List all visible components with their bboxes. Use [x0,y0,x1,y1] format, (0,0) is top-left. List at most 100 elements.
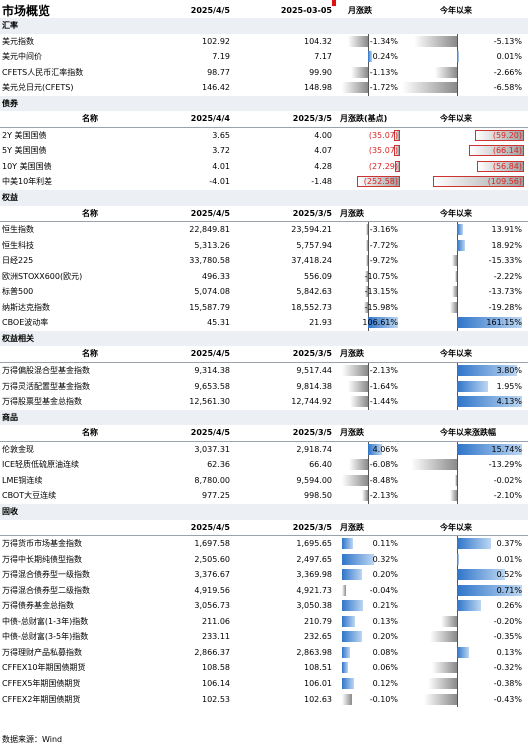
bar-mark [456,584,522,596]
bar-cell: -0.32% [402,660,524,676]
row-name: CBOE波动率 [2,318,49,328]
value-date-2: 1,695.65 [296,539,332,549]
table-row: ICE轻质低硫原油连续 62.36 66.40 -6.08% -13.29% [0,457,528,473]
table-row: 10Y 美国国债 4.01 4.28 (27.29) (56.84) [0,159,528,175]
value-date-1: 106.14 [202,678,230,688]
bar-cell: -6.58% [402,80,524,96]
bar-value: -0.32% [493,663,522,673]
bar-mark [364,286,369,298]
bar-cell: (66.14) [402,143,524,159]
bar-value: -2.22% [493,271,522,281]
section-title: 权益相关 [2,333,34,343]
bar-mark [342,474,369,486]
table-row: 美元中间价 7.19 7.17 0.24% 0.01% [0,49,528,65]
zero-axis [456,613,458,630]
bar-value: -15.98% [364,302,398,312]
bar-cell: (56.84) [402,159,524,175]
table-row: 万得混合债券型一级指数 3,376.67 3,369.98 0.20% 0.52% [0,567,528,583]
bar-cell: 4.06% [342,441,400,458]
col-month: 月涨跌 [340,349,364,359]
bar-cell: -2.22% [402,268,524,285]
bar-value: 15.74% [491,444,522,454]
table-row: 伦敦金现 3,037.31 2,918.74 4.06% 15.74% [0,441,528,458]
row-name: 恒生科技 [2,240,34,250]
bar-value: 0.26% [496,601,522,611]
table-row: CFFEX2年期国债期货 102.53 102.63 -0.10% -0.43% [0,691,528,708]
col-ytd: 今年以来 [440,349,472,359]
bar-mark [368,317,398,329]
bar-cell: (35.07) [342,143,400,159]
bar-value: -2.13% [369,491,398,501]
col-name [60,520,120,536]
table-row: CFFEX5年期国债期货 106.14 106.01 0.12% -0.38% [0,675,528,692]
bar-mark [456,396,522,408]
col-month: 月涨跌 [340,522,364,532]
value-date-2: 998.50 [304,491,332,501]
table-row: 标普500 5,074.08 5,842.63 -13.15% -13.73% [0,284,528,300]
value-date-1: 3,376.67 [194,570,230,580]
bar-cell: 161.15% [402,315,524,331]
value-date-1: 233.11 [202,632,230,642]
bar-value: 0.52% [496,570,522,580]
row-name: 欧洲STOXX600(欧元) [2,271,83,281]
bar-mark [356,176,400,188]
table-row: 中债-总财富(3-5年)指数 233.11 232.65 0.20% -0.35% [0,629,528,645]
bar-mark [456,600,481,612]
bar-cell: (27.29) [342,159,400,175]
bar-mark [348,380,369,392]
bar-cell: (35.07) [342,128,400,144]
bar-value: 0.24% [372,52,398,62]
bar-cell: -0.43% [402,691,524,708]
zero-axis [368,268,370,285]
bar-mark [365,270,369,282]
bar-value: -6.08% [369,460,398,470]
bar-mark [342,553,374,565]
row-name: 万得股票型基金总指数 [2,397,82,407]
section-header: 固收 [0,503,528,520]
bar-mark [393,145,400,157]
bar-value: (35.07) [368,130,398,140]
col-date-1: 2025/4/5 [190,208,230,218]
bar-value: 0.12% [372,678,398,688]
value-date-1: 5,313.26 [194,240,230,250]
table-row: 2Y 美国国债 3.65 4.00 (35.07) (59.20) [0,128,528,144]
bar-mark [450,301,457,313]
row-name: 万得灵活配置型基金指数 [2,381,90,391]
value-date-2: 148.98 [304,83,332,93]
zero-axis [368,33,370,50]
zero-axis [456,691,458,708]
row-name: 标普500 [2,287,34,297]
row-name: CFETS人民币汇率指数 [2,67,84,77]
bar-mark [476,160,524,172]
value-date-1: 108.58 [202,663,230,673]
row-name: LME铜连续 [2,475,43,485]
zero-axis [456,253,458,269]
bar-cell: -6.08% [342,457,400,473]
bar-value: -15.33% [488,256,522,266]
bar-value: (66.14) [492,146,522,156]
bar-value: -0.02% [493,475,522,485]
table-row: 5Y 美国国债 3.72 4.07 (35.07) (66.14) [0,143,528,159]
col-name: 名称 [82,428,98,438]
bar-cell: -2.13% [342,488,400,504]
table-row: 万得混合债券型二级指数 4,919.56 4,921.73 -0.04% 0.71% [0,582,528,599]
zero-axis [368,237,370,254]
bar-value: -0.35% [493,632,522,642]
value-date-2: 5,757.94 [296,240,332,250]
bar-mark [342,569,362,581]
bar-cell: -13.15% [342,284,400,300]
value-date-2: 23,594.21 [291,225,332,235]
bar-mark [361,490,369,502]
bar-cell: -15.33% [402,253,524,269]
bar-value: 161.15% [486,318,522,328]
bar-mark [342,365,369,377]
col-date-1: 2025/4/4 [190,114,230,124]
row-name: 2Y 美国国债 [2,130,47,140]
table-row: 万得债券基金总指数 3,056.73 3,050.38 0.21% 0.26% [0,598,528,614]
bar-mark [350,66,369,78]
bar-value: -0.04% [369,585,398,595]
bar-cell: -1.34% [342,33,400,50]
zero-axis [456,629,458,645]
section-title: 商品 [2,412,18,422]
bar-value: -1.13% [369,67,398,77]
